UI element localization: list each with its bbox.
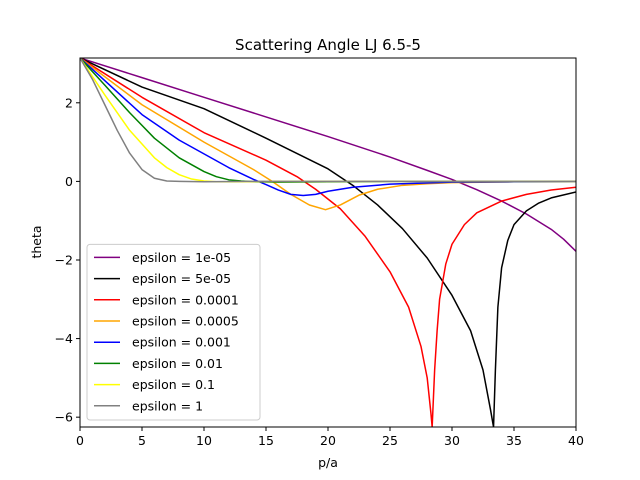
y-tick-label: −6 [55,410,73,425]
series-line-5 [80,58,576,183]
chart-title: Scattering Angle LJ 6.5-5 [235,36,421,54]
x-tick-label: 40 [568,433,584,448]
series-line-4 [80,58,576,197]
legend-entry: epsilon = 0.001 [132,335,231,350]
x-tick-label: 10 [196,433,212,448]
series-line-1 [80,58,576,427]
legend-entry: epsilon = 1 [132,398,203,413]
x-tick-label: 15 [258,433,274,448]
legend: epsilon = 1e-05 epsilon = 5e-05 epsilon = … [86,243,261,421]
legend-box [86,243,261,421]
x-axis: 0 5 10 15 20 25 30 35 40 [76,427,584,448]
legend-entry: epsilon = 0.1 [132,377,215,392]
series-line-2 [80,58,576,427]
x-axis-label: p/a [318,455,338,470]
series-line-7 [80,58,576,183]
legend-entry: epsilon = 1e-05 [132,250,231,265]
series-line-6 [80,58,576,183]
series-layer [80,58,576,427]
x-tick-label: 25 [382,433,398,448]
series-line-3 [80,58,576,211]
legend-entry: epsilon = 5e-05 [132,271,231,286]
legend-entry: epsilon = 0.0001 [132,292,239,307]
x-tick-label: 20 [320,433,336,448]
y-tick-label: 0 [65,174,73,189]
y-axis-label: theta [29,225,44,258]
y-tick-label: −2 [55,252,73,267]
x-tick-label: 30 [444,433,460,448]
series-line-0 [80,58,576,252]
legend-entry: epsilon = 0.0005 [132,314,239,329]
x-tick-label: 0 [76,433,84,448]
x-tick-label: 35 [506,433,522,448]
y-axis: 2 0 −2 −4 −6 [55,95,80,425]
x-tick-label: 5 [138,433,146,448]
y-tick-label: −4 [55,331,73,346]
legend-entry: epsilon = 0.01 [132,356,223,371]
y-tick-label: 2 [65,95,73,110]
